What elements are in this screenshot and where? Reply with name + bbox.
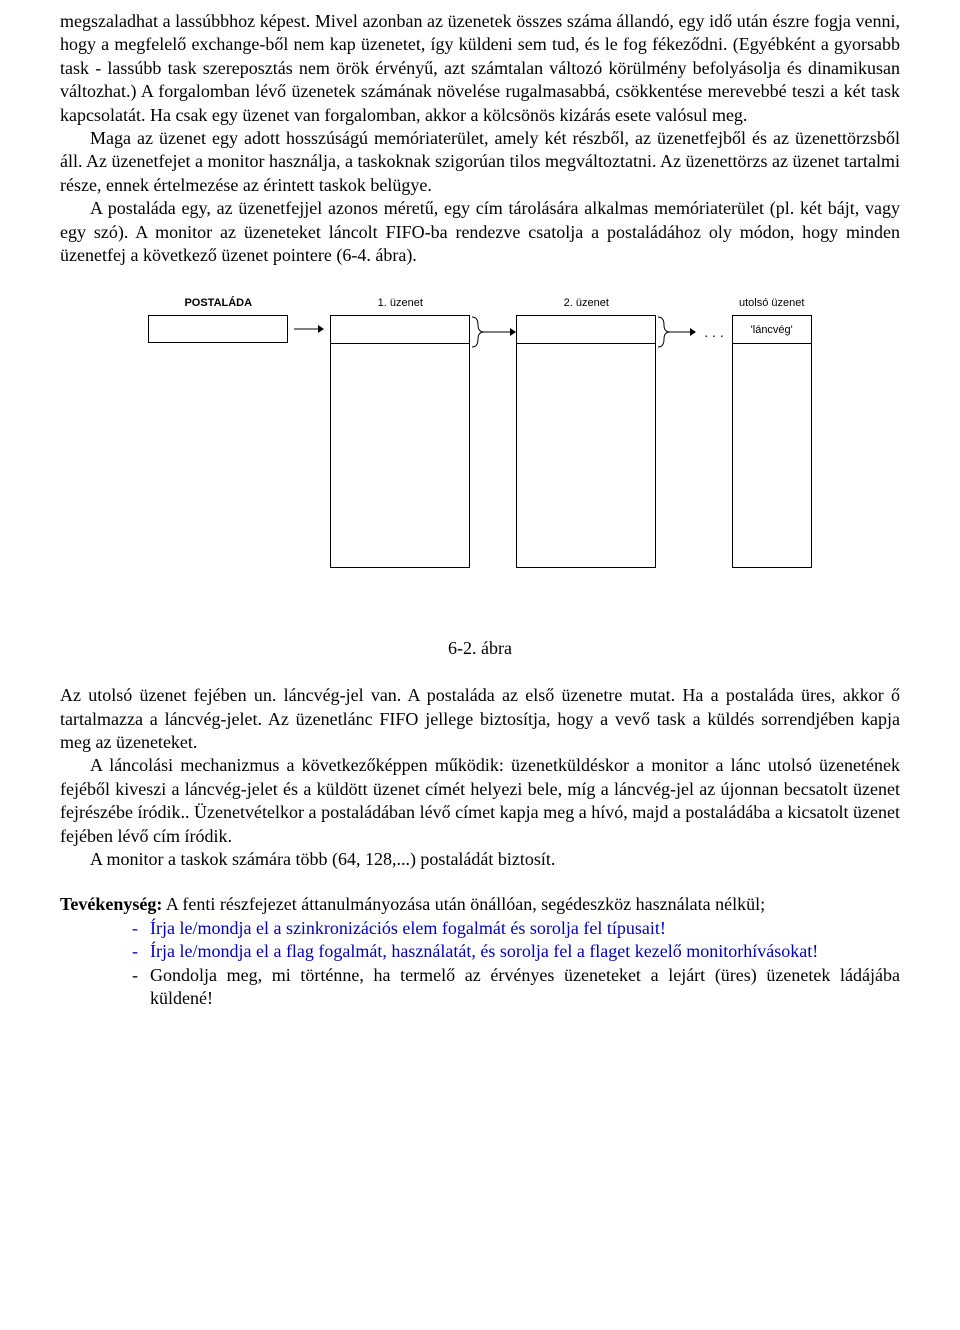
ellipsis: . . . (696, 324, 731, 340)
arrow-1 (288, 315, 330, 343)
paragraph-4: Az utolsó üzenet fejében un. láncvég-jel… (60, 684, 900, 754)
box-msg2-body (516, 343, 656, 568)
label-msg1: 1. üzenet (378, 297, 423, 315)
activity-item-1: Írja le/mondja el a szinkronizációs elem… (132, 917, 900, 940)
paragraph-3: A postaláda egy, az üzenetfejjel azonos … (60, 197, 900, 267)
activity-list: Írja le/mondja el a szinkronizációs elem… (60, 917, 900, 1011)
box-msg1-body (330, 343, 470, 568)
activity-item-2: Írja le/mondja el a flag fogalmát, haszn… (132, 940, 900, 963)
box-mailbox (148, 315, 288, 343)
brace-arrow-3: . . . (656, 315, 731, 349)
box-msglast-head: 'láncvég' (732, 315, 812, 343)
brace-arrow-2 (470, 315, 516, 349)
label-msg-last: utolsó üzenet (739, 297, 804, 315)
paragraph-6: A monitor a taskok számára több (64, 128… (60, 848, 900, 871)
label-msg2: 2. üzenet (564, 297, 609, 315)
paragraph-1: megszaladhat a lassúbbhoz képest. Mivel … (60, 10, 900, 127)
label-mailbox: POSTALÁDA (184, 297, 252, 315)
box-msg1-head (330, 315, 470, 343)
activity-lead: Tevékenység: A fenti részfejezet áttanul… (60, 893, 900, 916)
box-msglast-body (732, 343, 812, 568)
paragraph-5: A láncolási mechanizmus a következőképpe… (60, 754, 900, 848)
lancveg-text: 'láncvég' (751, 324, 793, 336)
activity-bold: Tevékenység: (60, 894, 162, 914)
activity-rest: A fenti részfejezet áttanulmányozása utá… (162, 894, 765, 914)
paragraph-2: Maga az üzenet egy adott hosszúságú memó… (60, 127, 900, 197)
figure-caption: 6-2. ábra (60, 638, 900, 659)
box-msg2-head (516, 315, 656, 343)
activity-item-3: Gondolja meg, mi történne, ha termelő az… (132, 964, 900, 1011)
fifo-diagram: POSTALÁDA 1. üzenet 2. üzenet (60, 297, 900, 568)
